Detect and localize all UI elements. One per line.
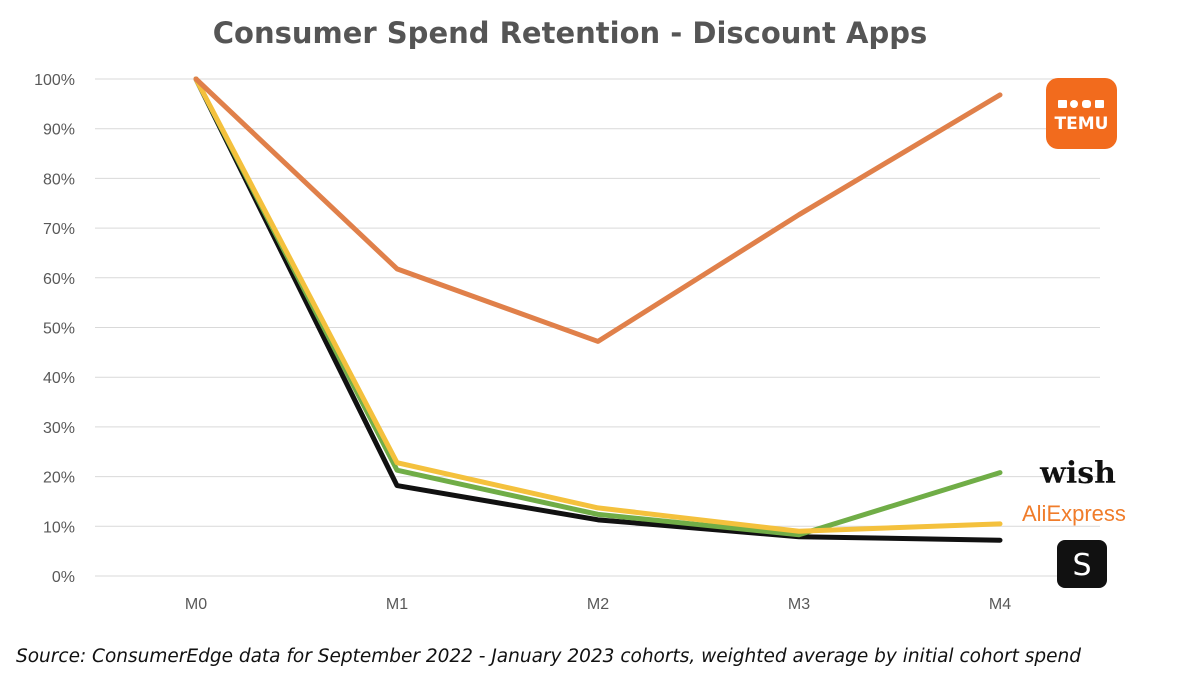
x-tick-label: M2 [587,596,609,613]
y-tick-label: 10% [43,519,75,536]
x-axis-ticks: M0 M1 M2 M3 M4 [185,596,1011,613]
source-note: Source: ConsumerEdge data for September … [16,646,1081,667]
y-tick-label: 50% [43,321,75,338]
x-tick-label: M4 [989,596,1011,613]
x-tick-label: M0 [185,596,207,613]
y-axis-ticks: 0% 10% 20% 30% 40% 50% 60% 70% 80% 90% 100% [34,72,75,586]
temu-logo-text: TEMU [1055,114,1109,134]
chart-title: Consumer Spend Retention - Discount Apps [213,16,928,50]
series-lines [193,76,1003,543]
y-tick-label: 0% [52,569,75,586]
y-tick-label: 20% [43,470,75,487]
x-tick-label: M3 [788,596,810,613]
y-tick-label: 60% [43,271,75,288]
aliexpress-logo: AliExpress [1022,501,1126,526]
temu-shapes-icon [1058,100,1104,108]
x-tick-label: M1 [386,596,408,613]
wish-logo: wish [1039,456,1116,491]
y-tick-label: 80% [43,171,75,188]
temu-logo-background [1046,78,1117,149]
series-line-s [193,76,1003,543]
shein-logo-background [1057,540,1107,588]
y-tick-label: 70% [43,221,75,238]
y-tick-label: 100% [34,72,75,89]
series-line-temu [193,76,1003,344]
y-tick-label: 40% [43,370,75,387]
shein-logo: S [1057,540,1107,588]
shein-logo-text: S [1072,548,1091,583]
temu-logo: TEMU [1046,78,1117,149]
gridlines [95,78,1100,577]
series-line-aliexpress [193,76,1003,534]
y-tick-label: 90% [43,122,75,139]
y-tick-label: 30% [43,420,75,437]
